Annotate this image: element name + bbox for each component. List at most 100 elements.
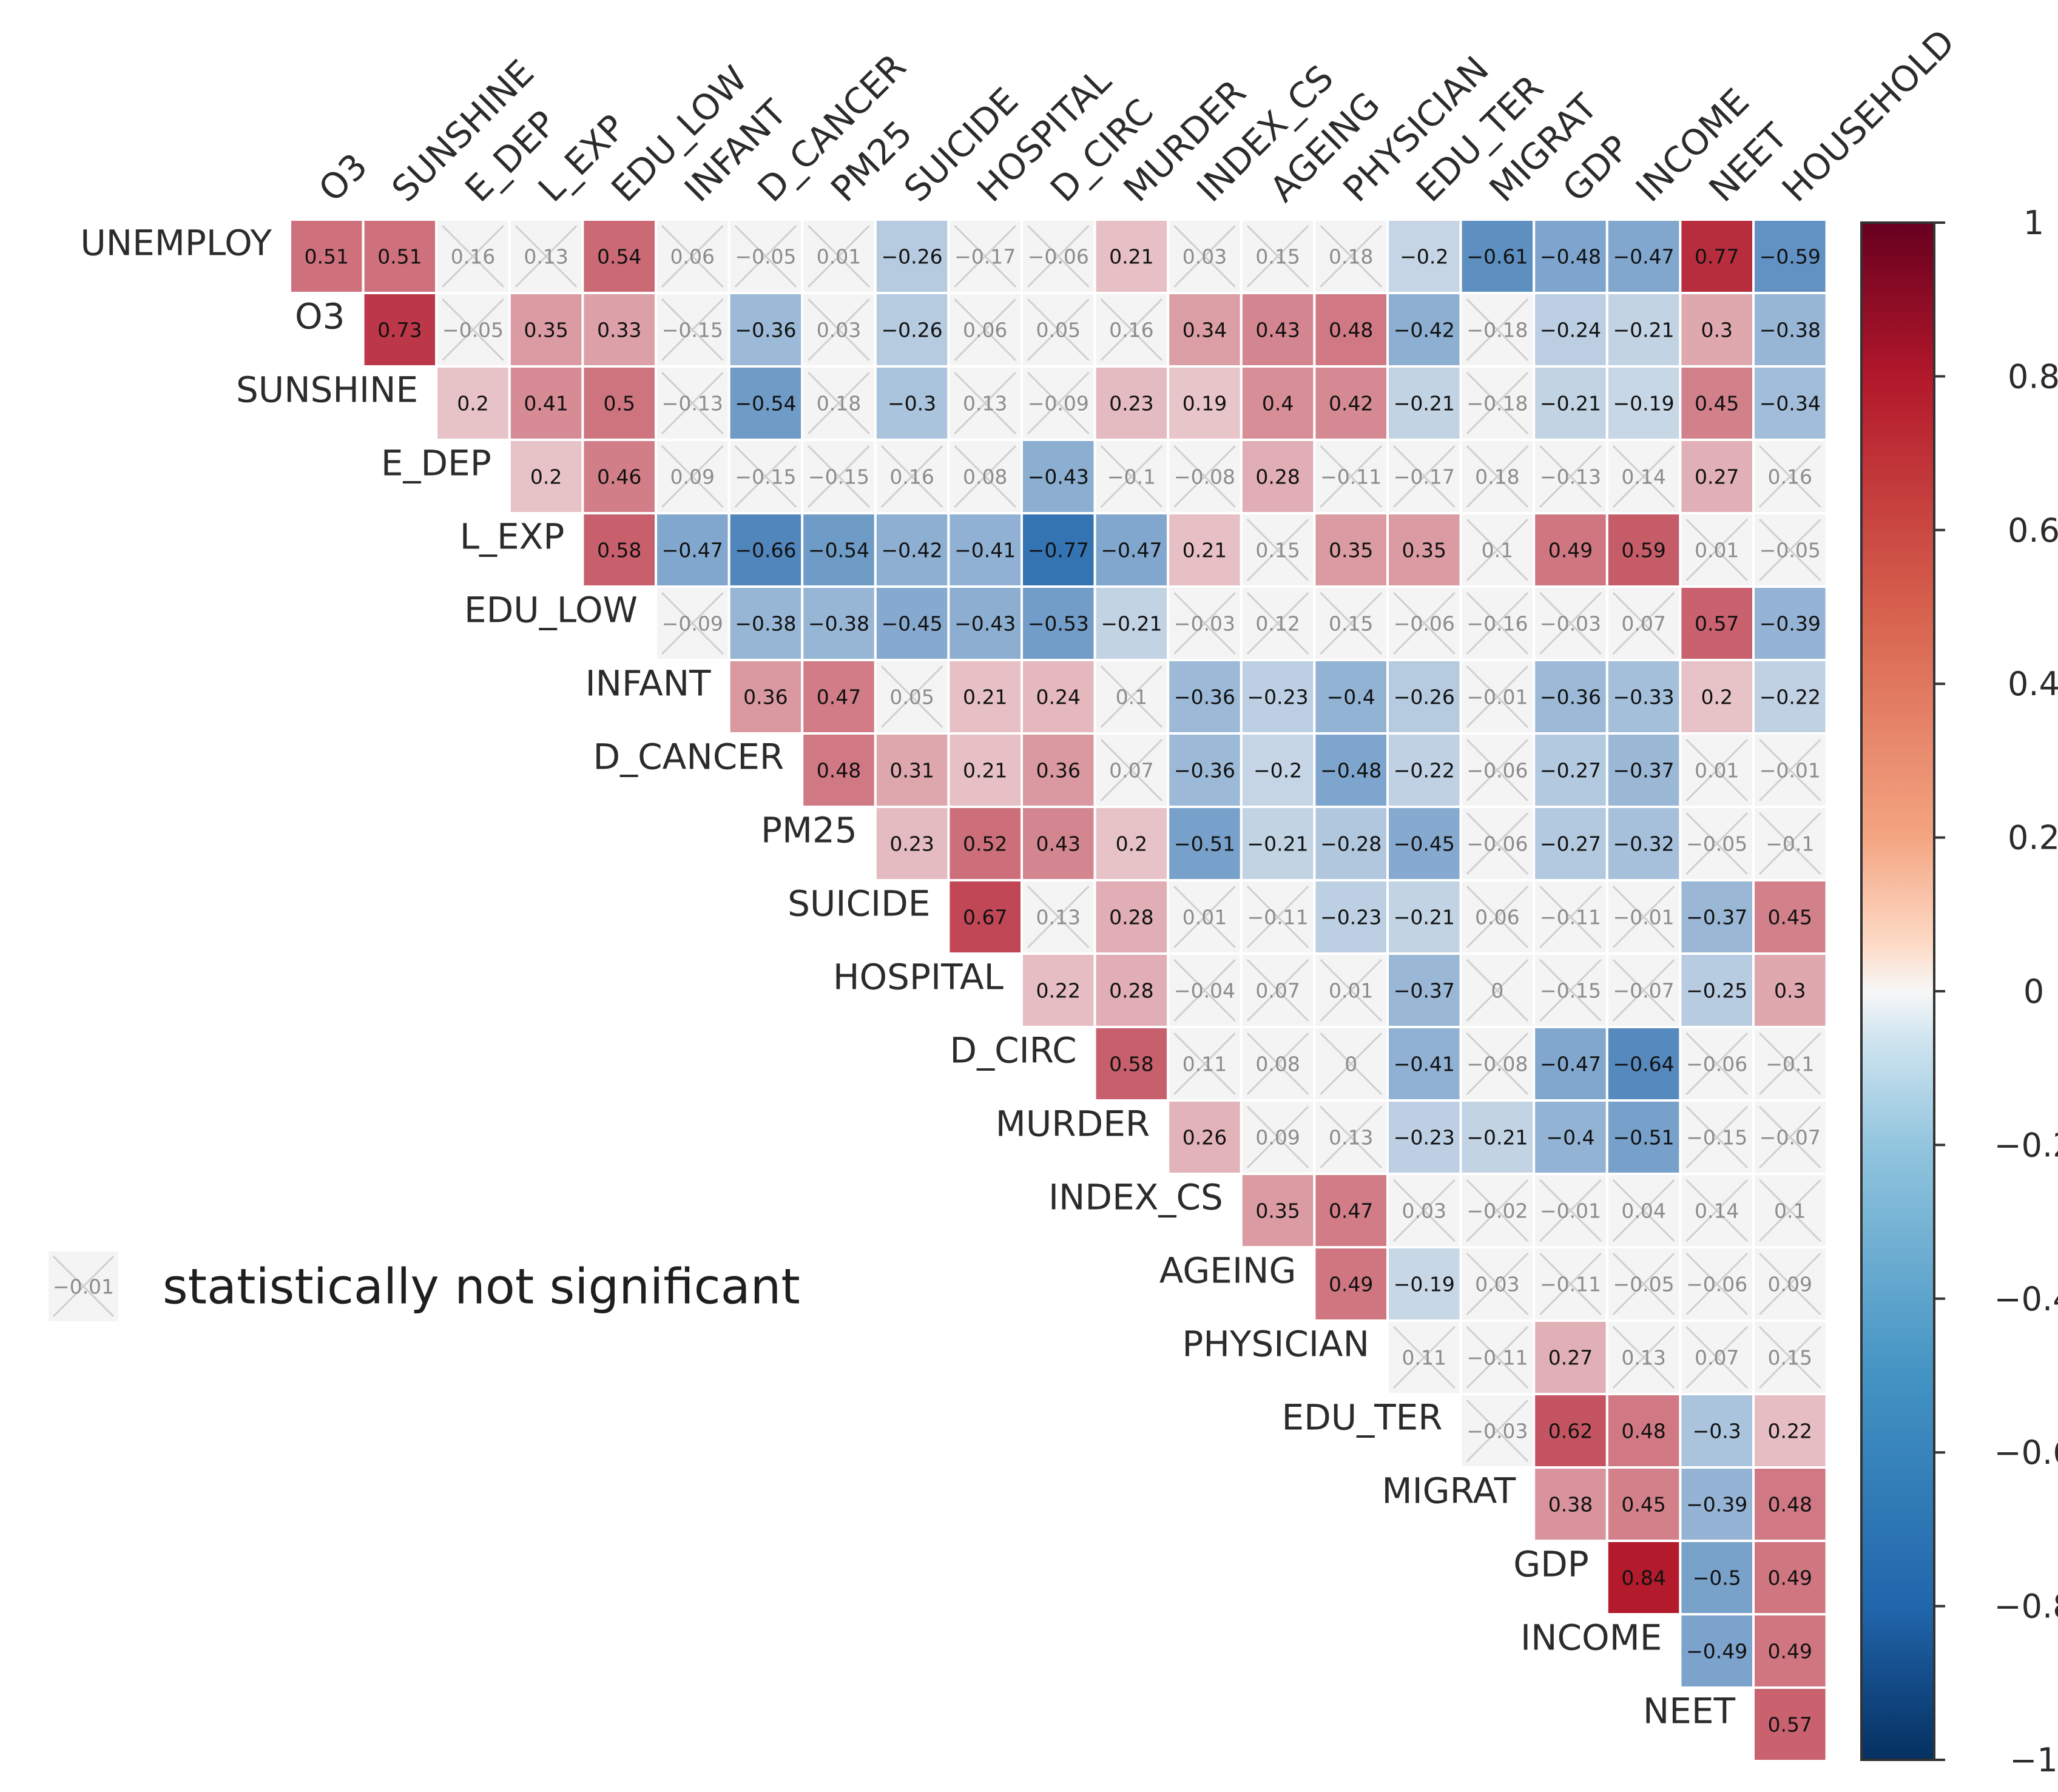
cell-value: 0.13 [963,392,1007,416]
colorbar-tick-label: −0.6 [1994,1433,2058,1472]
heatmap-cell: 0.43 [1240,292,1316,368]
heatmap-cell: −0.24 [1533,292,1608,368]
heatmap-cell: 0.2 [508,439,584,514]
heatmap-cell: −0.03 [1167,585,1243,661]
cell-value: 0.01 [817,245,861,269]
cell-value: −0.47 [1540,1053,1601,1076]
heatmap-cell: 0.45 [1605,1466,1682,1542]
cell-value: −0.26 [1394,685,1455,709]
cell-value: −0.59 [1759,245,1821,269]
not-significant-cross [1539,1179,1602,1242]
cell-value: 0.13 [524,245,568,269]
cell-value: 0.35 [524,318,568,342]
heatmap-cell: 0.54 [581,218,658,294]
cell-fill [1240,365,1316,441]
cell-fill [1679,952,1755,1028]
cell-value: −0.28 [1320,832,1382,856]
heatmap-cell: −0.48 [1533,218,1608,294]
cell-value: 0.14 [1621,465,1665,489]
cell-fill [1093,879,1170,955]
cell-value: −0.37 [1613,759,1675,783]
cell-value: 0.28 [1109,906,1153,929]
cell-fill [1240,1173,1316,1248]
cell-value: −0.54 [808,539,869,562]
cell-value: −0.19 [1613,392,1675,416]
cell-value: 0.35 [1255,1199,1300,1223]
not-significant-cross [661,371,724,435]
heatmap-cell: −0.4 [1533,1099,1608,1175]
cell-value: −0.23 [1394,1126,1455,1150]
cell-fill [1752,292,1828,368]
heatmap-cell: −0.22 [1386,732,1462,808]
heatmap-cell: −0.01 [1752,732,1828,808]
cell-value: −0.11 [1247,906,1309,929]
cell-value: −0.21 [1101,612,1162,636]
colorbar-tick-label: −0.2 [1994,1126,2058,1164]
cell-value: 0.77 [1695,245,1739,269]
heatmap-cell: 0.13 [1021,879,1096,955]
cell-fill [874,218,950,294]
heatmap-cell: −0.15 [655,292,730,368]
colorbar-tick-label: 0 [2023,972,2044,1011]
not-significant-cross [442,224,504,288]
heatmap-cell: 0.43 [1021,806,1096,881]
cell-value: −0.2 [1253,759,1302,783]
cell-fill [1386,292,1462,368]
row-label: EDU_TER [1281,1397,1442,1438]
cell-fill [1386,218,1462,294]
not-significant-cross [1685,518,1749,582]
heatmap-cell: 0.16 [435,218,511,294]
cell-fill [1093,365,1170,441]
row-label: MURDER [996,1103,1150,1145]
not-significant-cross [1246,1105,1309,1169]
not-significant-cross [1246,885,1309,949]
not-significant-cross [1758,738,1821,802]
not-significant-cross [1466,665,1529,729]
cell-value: −0.38 [735,612,796,636]
not-significant-cross [1612,1179,1675,1242]
heatmap-cell: −0.33 [1605,659,1682,735]
cell-value: −0.15 [808,465,869,489]
heatmap-cell: 0.01 [1679,512,1755,588]
heatmap-cell: −0.45 [874,585,950,661]
heatmap-cell: −0.1 [1752,1026,1828,1102]
cell-value: 0.04 [1621,1199,1665,1223]
not-significant-cross [954,371,1017,435]
heatmap-cell: −0.18 [1459,292,1536,368]
not-significant-cross [1612,591,1675,655]
heatmap-cell: −0.18 [1459,365,1536,441]
cell-value: 0.16 [1768,465,1812,489]
cell-value: 0.48 [1768,1493,1812,1517]
heatmap-cell: 0.48 [1605,1393,1682,1469]
cell-value: 0.2 [457,392,488,416]
cell-fill [1313,292,1389,368]
heatmap-cell: −0.54 [727,365,804,441]
heatmap-cell: 0.35 [1386,512,1462,588]
heatmap-cell: −0.64 [1605,1026,1682,1102]
cell-value: 0.13 [1329,1126,1373,1150]
cell-value: 0.21 [963,685,1007,709]
cell-value: −0.21 [1394,906,1455,929]
cell-value: −0.04 [1174,979,1235,1003]
heatmap-cell: 0.84 [1605,1540,1682,1615]
cell-value: 0.31 [889,759,934,783]
cell-value: 0.16 [889,465,934,489]
cell-fill [1679,218,1755,294]
heatmap-cell: 0.36 [727,659,804,735]
heatmap-cell: −0.23 [1313,879,1389,955]
cell-value: 0.07 [1255,979,1300,1003]
cell-value: 0.07 [1621,612,1665,636]
cell-value: 0.45 [1621,1493,1665,1517]
cell-fill [289,218,365,294]
cell-value: −0.45 [1394,832,1455,856]
heatmap-cell: 0 [1313,1026,1389,1102]
not-significant-cross [1466,518,1529,582]
cell-value: 0.49 [1548,539,1593,562]
cell-fill [1605,732,1682,808]
cell-value: 0.43 [1036,832,1081,856]
cell-value: 0.1 [1774,1199,1806,1223]
heatmap-cell: 0.09 [655,439,730,514]
heatmap-cell: −0.39 [1679,1466,1755,1542]
cell-fill [1313,659,1389,735]
cell-value: 0.03 [817,318,861,342]
